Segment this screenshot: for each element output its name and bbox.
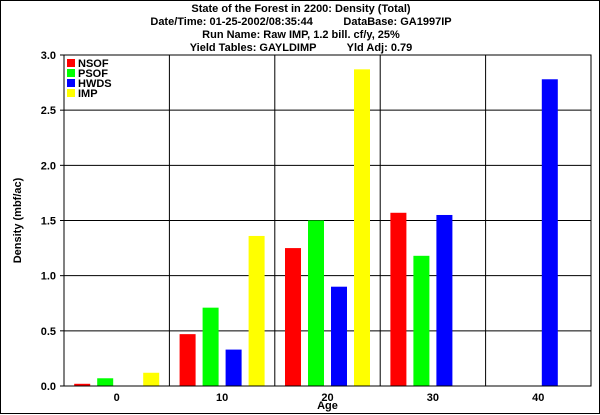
x-tick-label: 10 <box>216 392 228 404</box>
datetime-database-line: Date/Time: 01-25-2002/08:35:44 DataBase:… <box>150 16 452 28</box>
legend-swatch-hwds <box>67 79 75 87</box>
grid-layer <box>63 54 592 387</box>
bars-layer <box>74 69 558 387</box>
axes-layer: 0.0 0.5 1.0 1.5 2.0 2.5 3.0 0 10 20 30 40 <box>41 50 592 404</box>
bar-hwds-age-30 <box>436 214 453 386</box>
legend-label-nsof: NSOF <box>78 58 109 70</box>
legend-swatch-nsof <box>67 59 75 67</box>
bar-imp-age-0 <box>143 372 160 386</box>
bar-hwds-age-10 <box>225 349 242 386</box>
x-tick-label: 30 <box>427 392 439 404</box>
y-tick-label: 0.5 <box>41 326 56 338</box>
y-tick-label: 1.5 <box>41 216 56 228</box>
y-tick-label: 3.0 <box>41 50 56 62</box>
x-tick-label: 0 <box>114 392 120 404</box>
bar-hwds-age-20 <box>331 286 347 386</box>
bar-hwds-age-40 <box>541 79 558 387</box>
y-tick-label: 2.5 <box>41 105 56 117</box>
legend-label-imp: IMP <box>78 88 98 100</box>
run-name-line: Run Name: Raw IMP, 1.2 bill. cf/y, 25% <box>202 29 400 41</box>
bar-nsof-age-0 <box>74 383 91 386</box>
plot-border <box>63 54 592 387</box>
y-tick-label: 2.0 <box>41 160 56 172</box>
y-tick-label: 0.0 <box>41 381 56 393</box>
bar-nsof-age-20 <box>285 248 301 386</box>
legend-label-psof: PSOF <box>78 68 108 80</box>
x-tick-label: 40 <box>532 392 544 404</box>
legend-swatch-imp <box>67 89 75 97</box>
y-axis-label: Density (mbf/ac) <box>12 177 24 263</box>
bar-imp-age-10 <box>248 235 265 386</box>
x-tick-label: 20 <box>321 392 333 404</box>
legend-swatch-psof <box>67 69 75 77</box>
bar-psof-age-20 <box>308 220 324 386</box>
bar-nsof-age-30 <box>390 212 407 386</box>
bar-nsof-age-10 <box>179 334 196 386</box>
legend-label-hwds: HWDS <box>78 78 112 90</box>
bar-psof-age-10 <box>202 307 219 386</box>
yield-tables-line: Yield Tables: GAYLDIMP Yld Adj: 0.79 <box>189 42 413 54</box>
x-axis-label: Age <box>317 400 338 412</box>
chart-title: State of the Forest in 2200: Density (To… <box>191 3 411 15</box>
bar-psof-age-0 <box>97 378 114 386</box>
y-tick-label: 1.0 <box>41 271 56 283</box>
bar-psof-age-30 <box>413 255 430 386</box>
bar-imp-age-20 <box>354 69 370 387</box>
